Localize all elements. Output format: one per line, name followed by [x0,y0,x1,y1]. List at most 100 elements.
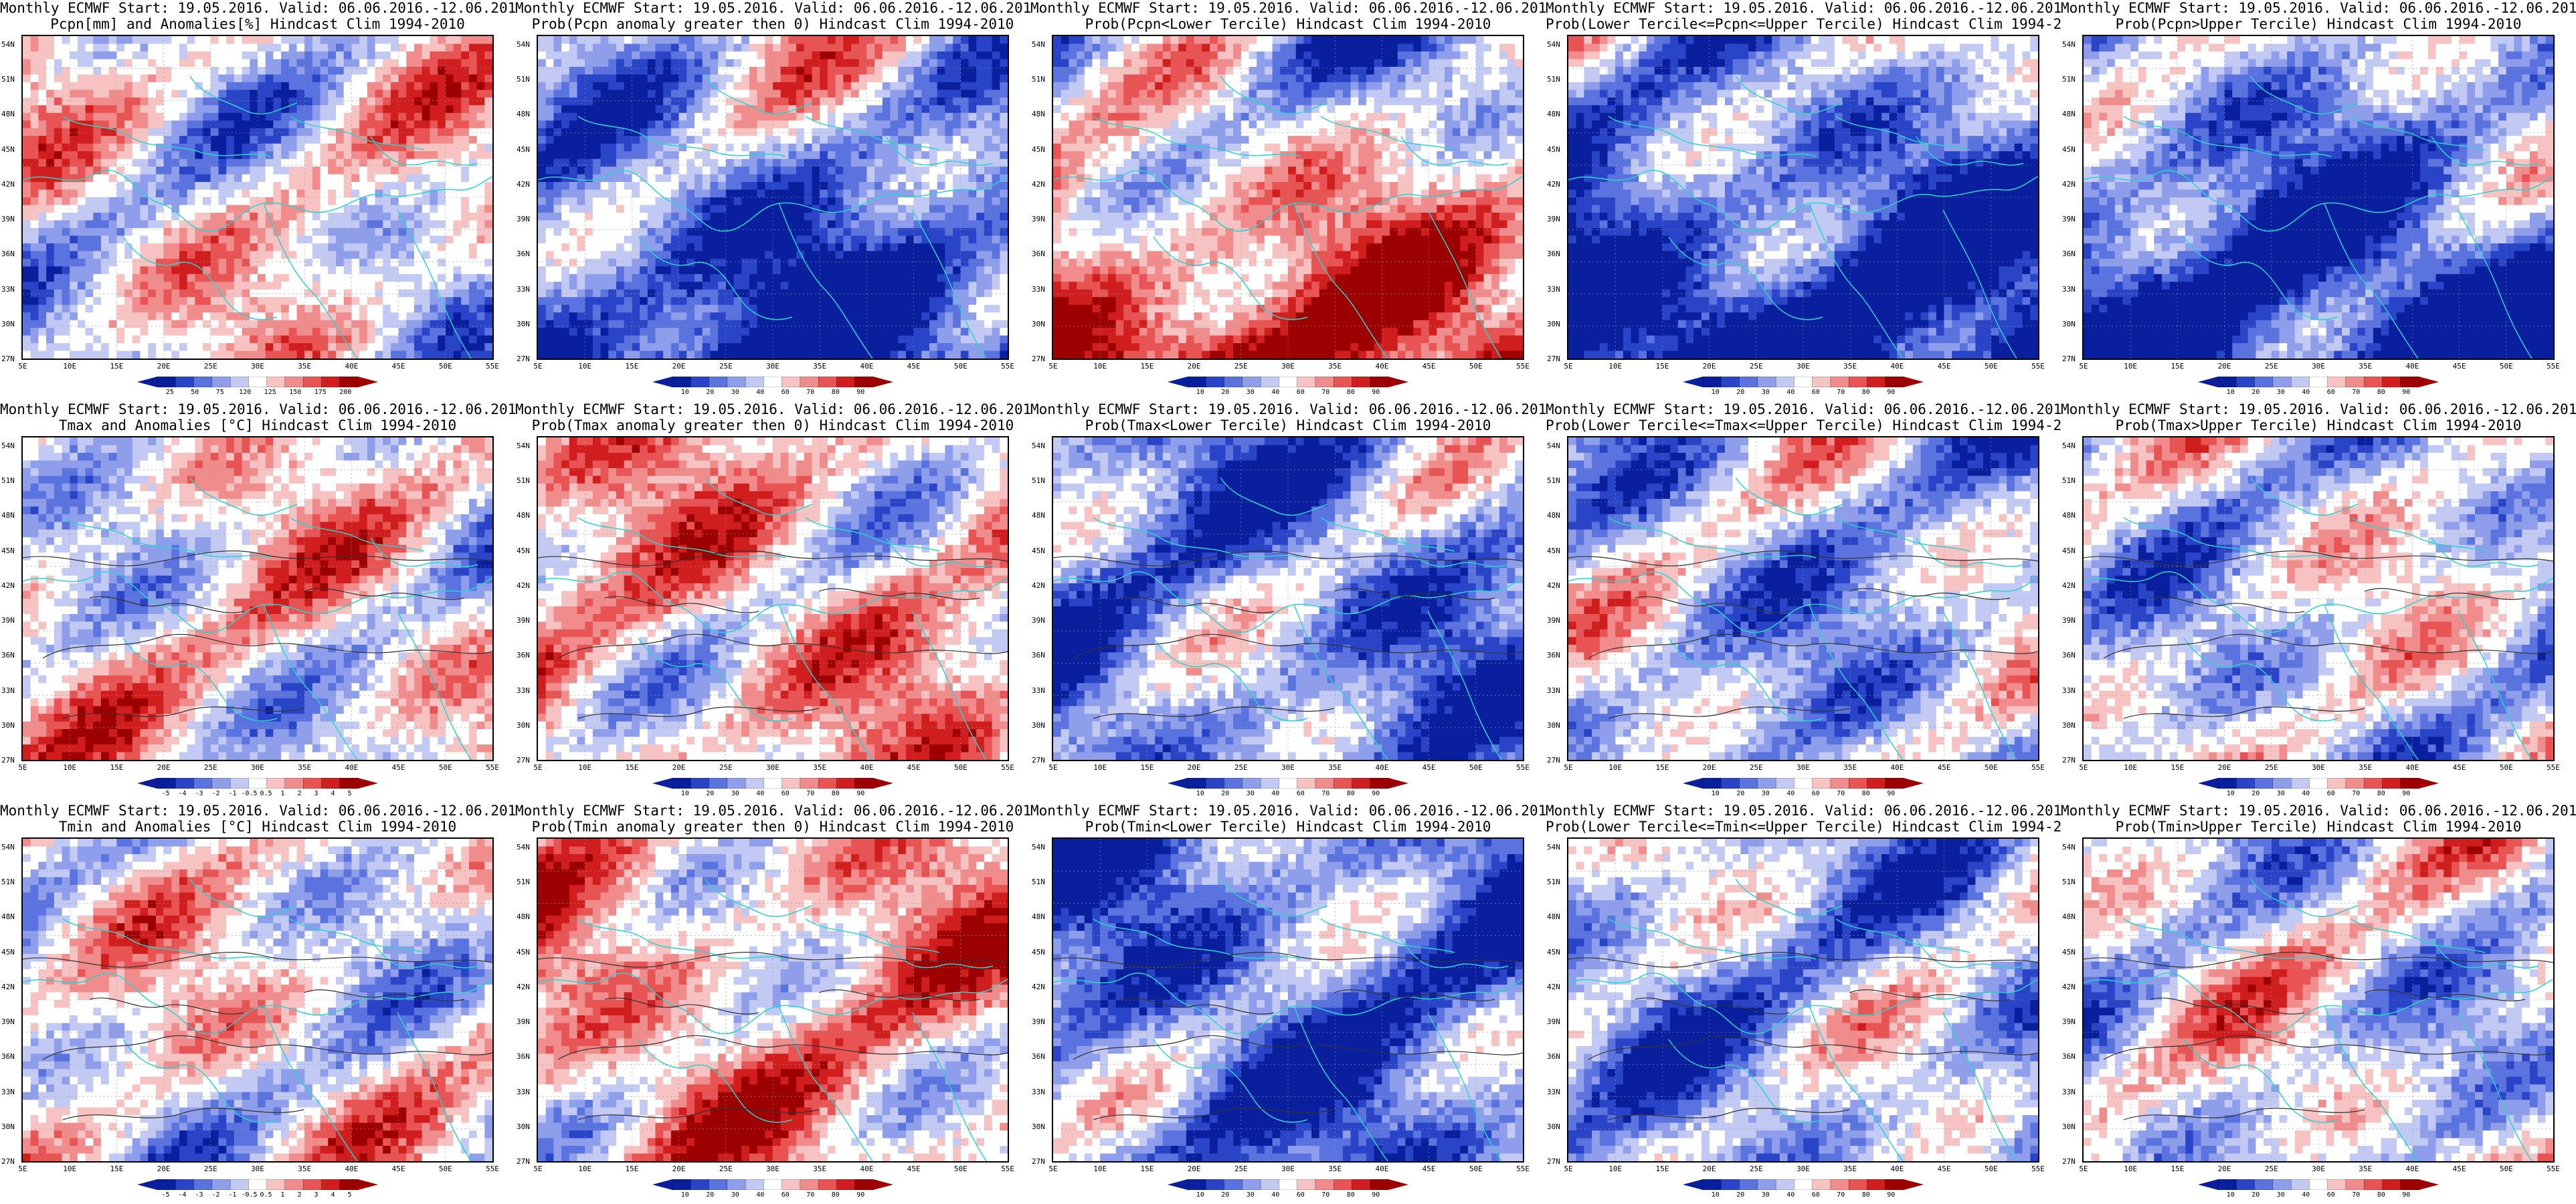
panel-title-line1: Monthly ECMWF Start: 19.05.2016. Valid: … [1546,803,2061,819]
colorbar-tick-label: 0.5 [260,1191,272,1199]
colorbar-tick-label: 3 [314,1191,318,1199]
colorbar-tick-label: 60 [1812,1191,1820,1199]
colorbar-tick-label: -3 [195,1191,203,1199]
colorbar-swatch [1315,778,1334,789]
longitude-label: 20E [1188,1165,1201,1173]
colorbar-tick-label: 30 [1247,790,1255,797]
colorbar-swatch [2400,1179,2419,1190]
latitude-label: 39N [2062,215,2076,223]
colorbar-swatch [1830,1179,1849,1190]
panel-title-line1: Monthly ECMWF Start: 19.05.2016. Valid: … [0,401,515,417]
coastline-7 [1427,209,1502,359]
latitude-label: 45N [517,145,530,154]
colorbar-tick-label: 20 [1736,790,1744,797]
coastline-6 [189,878,298,918]
colorbar-tick-label: -4 [178,790,186,797]
colorbar-tick-label: 30 [2277,790,2285,797]
climatology-contour-3 [1849,989,2011,1002]
coastline-3 [2431,938,2539,969]
colorbar [2198,1179,2439,1190]
latitude-label: 54N [1032,40,1045,49]
panel-title-line2: Prob(Lower Tercile<=Pcpn<=Upper Tercile)… [1546,16,2061,32]
latitude-label: 48N [517,511,530,520]
longitude-label: 5E [18,1165,27,1173]
coastline-5 [2351,517,2486,552]
colorbar-tick-label: 90 [2402,1191,2410,1199]
colorbar [137,778,378,789]
coastline-7 [2458,1012,2533,1161]
colorbar-swatch [1867,778,1886,789]
colorbar-tick-label: 70 [2352,790,2360,797]
colorbar-swatch [2254,377,2274,387]
panel-title-line1: Monthly ECMWF Start: 19.05.2016. Valid: … [2061,0,2576,16]
latitude-label: 36N [1547,249,1560,258]
latitude-label: 27N [2062,756,2076,765]
map-panel-pcpn-prob-pos: Monthly ECMWF Start: 19.05.2016. Valid: … [515,0,1030,401]
longitude-label: 15E [110,763,123,772]
colorbar-swatch [1242,778,1261,789]
latitude-label: 33N [2062,686,2076,695]
climatology-contour-4 [1608,1108,1850,1120]
coastline-3 [885,537,994,567]
latitude-label: 42N [2062,180,2076,189]
coastline-2 [2324,1005,2419,1161]
map-panel-tmax-prob-lower: Monthly ECMWF Start: 19.05.2016. Valid: … [1030,401,1546,803]
colorbar-tick-label: 60 [781,790,790,797]
colorbar-tick-label: 90 [2402,389,2410,396]
coastline-5 [1835,918,1970,953]
colorbar-swatch [2272,778,2292,789]
colorbar-swatch [229,1179,250,1190]
coastline-2 [1809,1005,1904,1161]
longitude-label: 45E [392,362,405,371]
map-area [1567,837,2039,1163]
coastline-1 [638,1039,793,1123]
latitude-label: 39N [517,1017,530,1026]
latitude-label: 30N [2062,721,2076,730]
panel-title-line2: Prob(Tmax anomaly greater then 0) Hindca… [515,417,1030,433]
latitude-label: 30N [1547,320,1560,328]
colorbar-tick-label: 1 [280,1191,284,1199]
colorbar-swatch [1187,1179,1206,1190]
colorbar-swatch [266,377,286,387]
longitude-label: 15E [2171,763,2184,772]
colorbar-tick-label: 20 [706,1191,714,1199]
latitude-label: 51N [2062,476,2076,485]
colorbar-tick-label: 60 [1812,389,1820,396]
coastline-0 [1053,169,1523,232]
latitude-label: 30N [517,320,530,328]
colorbar-tick-label: 60 [2327,790,2335,797]
latitude-label: 36N [1032,651,1045,660]
longitude-label: 50E [2500,1165,2513,1173]
colorbar-tick-label: 75 [216,389,224,396]
coastline-3 [1400,938,1509,969]
climatology-contour-1 [1053,952,1523,968]
colorbar-swatch [763,1179,783,1190]
latitude-label: 39N [2062,1017,2076,1026]
coastline-2 [1809,604,1904,760]
colorbar-tick-label: -0.5 [241,790,257,797]
longitude-label: 10E [578,763,591,772]
coastline-4 [1093,116,1301,157]
colorbar-tick-label: 80 [1347,1191,1355,1199]
longitude-label: 20E [672,362,686,371]
colorbar-swatch [1794,778,1813,789]
coastline-3 [885,938,994,969]
latitude-label: 30N [1,1122,15,1131]
longitude-label: 35E [1843,1165,1857,1173]
colorbar-tick-label: 90 [856,1191,864,1199]
panel-title-line2: Prob(Pcpn<Lower Tercile) Hindcast Clim 1… [1030,16,1546,32]
field-map [23,36,492,359]
latitude-label: 39N [1032,1017,1045,1026]
colorbar-swatch [1794,1179,1813,1190]
colorbar-swatch [1849,1179,1868,1190]
latitude-label: 36N [1,1052,15,1061]
latitude-label: 30N [1,721,15,730]
coastline-1 [122,236,278,320]
map-panel-tmax-prob-pos: Monthly ECMWF Start: 19.05.2016. Valid: … [515,401,1030,803]
coastline-2 [1293,1005,1388,1161]
longitude-label: 10E [578,1165,591,1173]
colorbar-tick-label: -0.5 [241,1191,257,1199]
longitude-label: 50E [439,1165,452,1173]
coastline-5 [290,517,425,552]
longitude-label: 10E [578,362,591,371]
